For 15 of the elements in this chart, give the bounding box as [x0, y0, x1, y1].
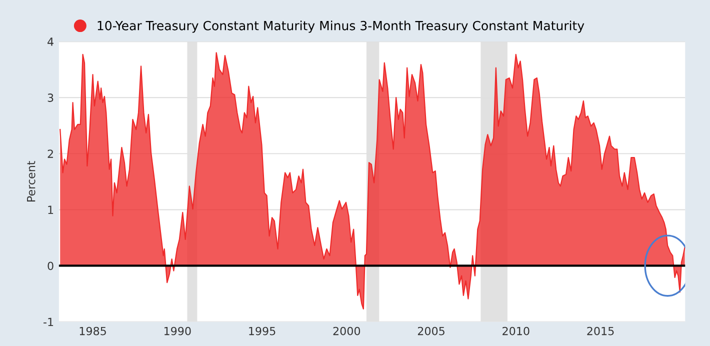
- x-tick-label: 1995: [249, 326, 276, 336]
- x-tick-label: 1990: [164, 326, 191, 336]
- legend-label: 10-Year Treasury Constant Maturity Minus 3-Month Treasury Constant Maturity: [98, 20, 584, 33]
- y-axis-title: Percent: [27, 161, 36, 202]
- y-tick-label: 1: [48, 206, 54, 214]
- y-tick-label: 0: [48, 262, 54, 270]
- x-tick-label: 2010: [502, 326, 530, 336]
- y-tick-label: 2: [48, 150, 53, 158]
- x-tick-label: 2015: [587, 326, 614, 336]
- y-tick-label: 3: [48, 94, 54, 102]
- y-tick-label: 4: [48, 38, 54, 46]
- y-tick-label: -1: [44, 318, 54, 326]
- x-tick-label: 1985: [80, 326, 106, 336]
- x-tick-label: 2000: [333, 326, 360, 336]
- x-tick-label: 2005: [418, 326, 444, 336]
